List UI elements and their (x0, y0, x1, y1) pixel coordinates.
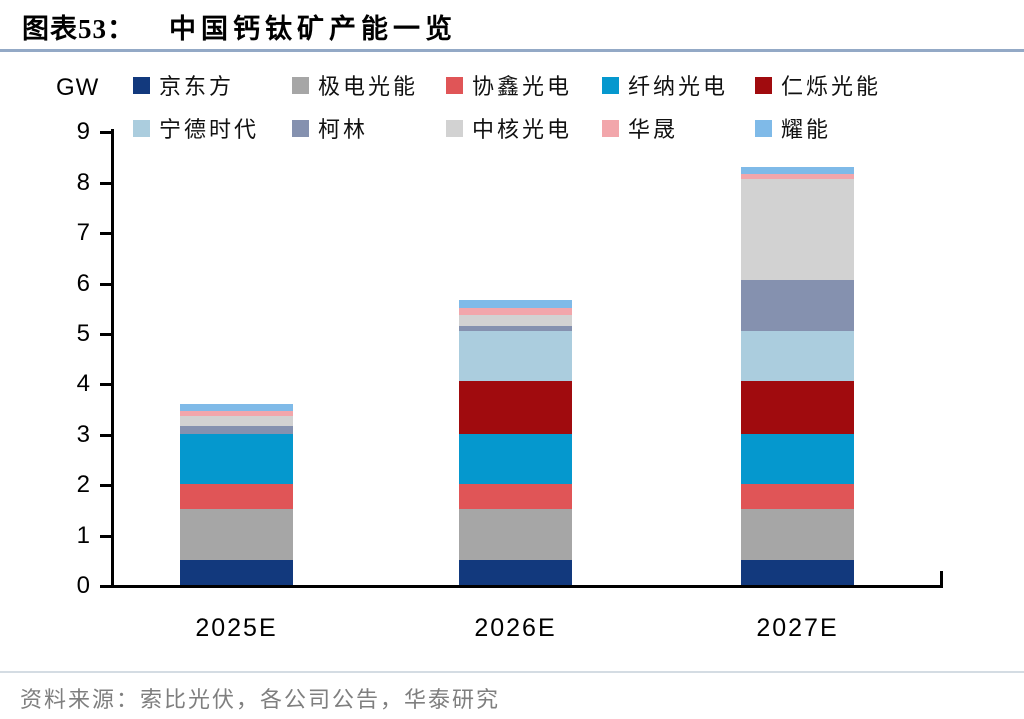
figure-number-label: 图表53： (22, 13, 135, 44)
y-axis-tick-label: 6 (76, 269, 90, 297)
bar-segment-耀能 (180, 403, 293, 412)
y-axis-tick (100, 433, 111, 437)
bar-segment-华晟 (459, 307, 572, 316)
bar-segment-仁烁光能 (741, 380, 854, 434)
legend-swatch-icon (133, 119, 150, 137)
y-axis-tick-label: 2 (76, 471, 90, 499)
y-axis-tick-label: 5 (76, 320, 90, 347)
legend-swatch-icon (292, 119, 309, 137)
bar-segment-仁烁光能 (459, 380, 572, 434)
bar-segment-华晟 (180, 411, 293, 417)
figure-header: 图表53： 中国钙钛矿产能一览 (22, 6, 457, 46)
y-axis-tick-label: 0 (76, 572, 90, 599)
bar-segment-京东方 (180, 559, 293, 585)
legend-label: 协鑫光电 (472, 74, 573, 99)
legend-label: 纤纳光电 (628, 74, 729, 99)
legend-item-耀能: 耀能 (755, 114, 831, 142)
bar-segment-极电光能 (741, 509, 854, 560)
y-axis-tick-label: 9 (76, 118, 90, 146)
y-axis-tick-label: 3 (76, 420, 90, 448)
legend-label: 宁德时代 (159, 117, 260, 142)
legend-label: 柯林 (318, 117, 369, 142)
y-axis-unit-label: GW (56, 74, 100, 101)
y-axis-tick (100, 585, 111, 588)
legend-item-柯林: 柯林 (292, 114, 368, 142)
bar-segment-极电光能 (180, 509, 293, 560)
bar-segment-耀能 (459, 300, 572, 308)
bar-segment-中核光电 (741, 179, 854, 281)
y-axis-tick (100, 282, 111, 286)
legend-label: 中核光电 (472, 117, 573, 142)
bar-segment-京东方 (741, 559, 854, 585)
y-axis-tick-label: 8 (76, 168, 90, 196)
bar-segment-协鑫光电 (741, 484, 854, 510)
x-axis-label-2027E: 2027E (756, 614, 839, 642)
legend-swatch-icon (446, 76, 463, 94)
bar-segment-纤纳光电 (459, 433, 572, 485)
y-axis-tick (100, 181, 111, 185)
legend-item-中核光电: 中核光电 (446, 114, 572, 142)
legend-label: 华晟 (628, 117, 679, 142)
bar-segment-中核光电 (180, 416, 293, 427)
bar-segment-柯林 (459, 325, 572, 331)
legend-label: 耀能 (781, 117, 832, 142)
y-axis-line (111, 129, 114, 588)
bar-segment-宁德时代 (459, 330, 572, 381)
legend-item-协鑫光电: 协鑫光电 (446, 71, 572, 99)
legend-swatch-icon (602, 119, 619, 137)
legend-item-宁德时代: 宁德时代 (133, 114, 259, 142)
bar-segment-京东方 (459, 559, 572, 585)
legend-item-仁烁光能: 仁烁光能 (755, 71, 881, 99)
y-axis-tick (100, 484, 111, 488)
legend-label: 极电光能 (318, 74, 419, 99)
chart-legend: 京东方 极电光能 协鑫光电 纤纳光电 仁烁光能宁德时代 柯林 中核光电 华晟 耀能 (133, 71, 1013, 161)
y-axis-tick-label: 1 (76, 521, 90, 549)
bar-segment-协鑫光电 (459, 484, 572, 510)
title-underline (0, 49, 1024, 52)
bar-segment-纤纳光电 (741, 433, 854, 485)
bar-segment-极电光能 (459, 509, 572, 560)
bar-2027E (741, 166, 854, 585)
legend-label: 京东方 (159, 74, 235, 99)
legend-item-纤纳光电: 纤纳光电 (602, 71, 728, 99)
x-axis-label-2025E: 2025E (195, 614, 278, 642)
bar-segment-柯林 (741, 280, 854, 331)
legend-item-京东方: 京东方 (133, 71, 234, 99)
legend-item-华晟: 华晟 (602, 114, 678, 142)
y-axis-tick-label: 7 (76, 219, 90, 247)
x-axis-line (111, 585, 943, 588)
legend-swatch-icon (446, 119, 463, 137)
bar-segment-耀能 (741, 166, 854, 175)
bar-2025E (180, 403, 293, 585)
x-axis-label-2026E: 2026E (474, 614, 557, 642)
y-axis-tick (100, 131, 111, 135)
bar-segment-宁德时代 (741, 330, 854, 381)
legend-swatch-icon (755, 76, 772, 94)
y-axis-tick (100, 333, 111, 336)
bar-segment-纤纳光电 (180, 433, 293, 485)
legend-label: 仁烁光能 (781, 74, 882, 99)
x-axis-end-tick (940, 571, 943, 588)
bar-segment-华晟 (741, 174, 854, 180)
y-axis-tick-label: 4 (76, 370, 90, 398)
legend-swatch-icon (133, 76, 150, 94)
bar-segment-柯林 (180, 426, 293, 434)
legend-swatch-icon (602, 76, 619, 94)
y-axis-tick (100, 383, 111, 387)
source-text: 资料来源：索比光伏，各公司公告，华泰研究 (20, 687, 501, 712)
legend-item-极电光能: 极电光能 (292, 71, 418, 99)
bar-segment-协鑫光电 (180, 484, 293, 510)
bar-segment-中核光电 (459, 315, 572, 326)
y-axis-tick (100, 534, 111, 538)
source-divider (0, 671, 1024, 673)
y-axis-tick (100, 232, 111, 236)
figure-title: 中国钙钛矿产能一览 (169, 13, 457, 44)
legend-swatch-icon (755, 119, 772, 137)
bar-2026E (459, 300, 572, 585)
legend-swatch-icon (292, 76, 309, 94)
